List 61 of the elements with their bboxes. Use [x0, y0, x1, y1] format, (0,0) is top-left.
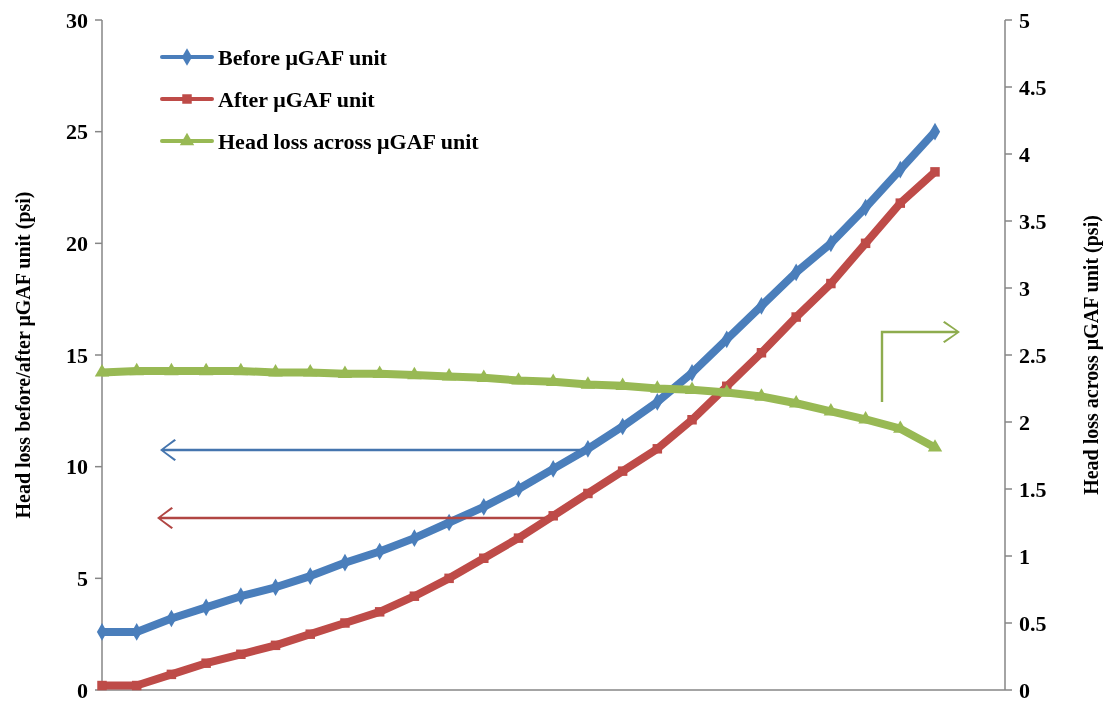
- y-tick-label: 5: [77, 565, 88, 591]
- y2-tick-label: 4.5: [1019, 74, 1047, 100]
- point: [233, 362, 249, 376]
- y2-tick-label: 5: [1019, 7, 1030, 33]
- y2-axis-title: Head loss across μGAF unit (psi): [1080, 215, 1103, 495]
- y-tick-label: 10: [66, 454, 88, 480]
- y-tick-label: 15: [66, 342, 88, 368]
- point: [479, 553, 489, 563]
- point: [374, 607, 385, 617]
- point: [303, 364, 318, 377]
- point: [94, 364, 110, 377]
- point: [337, 365, 353, 378]
- point: [756, 348, 767, 358]
- point: [511, 372, 526, 385]
- point: [617, 466, 628, 476]
- point: [166, 669, 177, 680]
- point: [583, 488, 593, 499]
- point: [791, 312, 801, 322]
- y2-tick-label: 0.5: [1019, 610, 1047, 636]
- point: [201, 658, 211, 668]
- point: [927, 439, 943, 452]
- point: [580, 376, 596, 389]
- point: [444, 573, 454, 584]
- point: [650, 380, 665, 393]
- y2-tick-label: 2: [1019, 409, 1030, 435]
- point: [407, 366, 422, 380]
- point: [268, 364, 283, 377]
- y-tick-label: 0: [77, 677, 88, 703]
- y2-tick-label: 3: [1019, 275, 1030, 301]
- legend-label: Head loss across μGAF unit: [218, 128, 480, 154]
- point: [930, 167, 940, 177]
- point: [270, 640, 281, 651]
- y2-tick-label: 1.5: [1019, 476, 1047, 502]
- point: [513, 533, 524, 543]
- point: [340, 618, 350, 628]
- y2-tick-label: 4: [1019, 141, 1030, 167]
- point: [548, 511, 558, 521]
- point: [826, 278, 836, 289]
- point: [372, 365, 387, 378]
- y2-tick-label: 3.5: [1019, 208, 1047, 234]
- point: [129, 362, 144, 376]
- y2-tick-label: 1: [1019, 543, 1030, 569]
- y2-tick-label: 2.5: [1019, 342, 1047, 368]
- point: [860, 238, 871, 249]
- legend-label: Before μGAF unit: [218, 44, 388, 70]
- y-tick-label: 25: [66, 119, 88, 145]
- y-axis-title: Head loss before/after μGAF unit (psi): [12, 191, 35, 519]
- point: [652, 444, 663, 454]
- point: [441, 368, 457, 381]
- point: [131, 680, 142, 691]
- legend-label: After μGAF unit: [218, 86, 376, 112]
- point: [236, 649, 246, 660]
- y-tick-label: 20: [66, 230, 88, 256]
- point: [687, 415, 697, 425]
- point: [409, 591, 420, 601]
- point: [895, 198, 906, 208]
- y-tick-label: 30: [66, 7, 88, 33]
- point: [164, 362, 179, 376]
- y2-tick-label: 0: [1019, 677, 1030, 703]
- point: [305, 629, 315, 639]
- point: [198, 362, 214, 376]
